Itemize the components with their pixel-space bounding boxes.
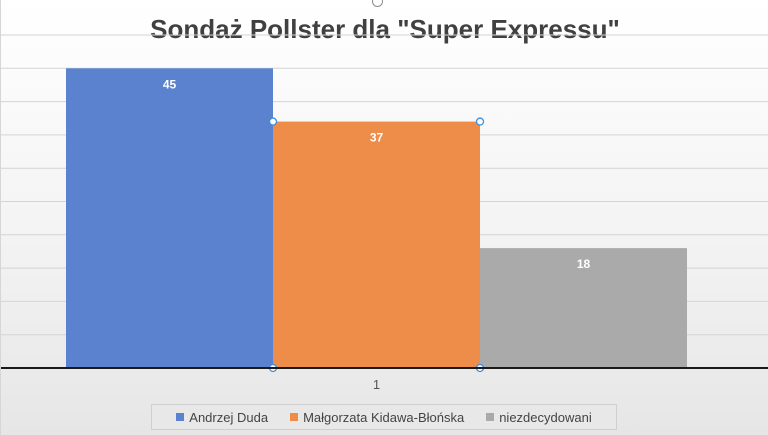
legend-label: Małgorzata Kidawa-Błońska (303, 409, 465, 425)
bar-niezdecydowani[interactable] (480, 248, 687, 368)
selection-handle[interactable] (268, 117, 278, 126)
rotate-handle[interactable] (372, 0, 383, 7)
legend-item-andrzej-duda[interactable]: Andrzej Duda (176, 410, 268, 425)
legend[interactable]: Andrzej Duda Małgorzata Kidawa-Błońska n… (151, 404, 617, 430)
selection-handle[interactable] (475, 117, 485, 126)
legend-swatch (290, 413, 299, 421)
data-label: 37 (370, 131, 384, 145)
bar-andrzej-duda[interactable] (66, 68, 273, 369)
legend-label: niezdecydowani (499, 409, 592, 425)
chart-title: Sondaż Pollster dla "Super Expressu" (150, 14, 620, 44)
legend-swatch (176, 413, 185, 421)
legend-swatch (486, 413, 495, 421)
legend-label: Andrzej Duda (189, 409, 269, 425)
x-tick-label: 1 (373, 377, 380, 392)
data-label: 18 (577, 257, 591, 271)
legend-item-malgorzata-kidawa-blonska[interactable]: Małgorzata Kidawa-Błońska (290, 410, 464, 425)
legend-item-niezdecydowani[interactable]: niezdecydowani (486, 410, 592, 425)
bar-ma-gorzata-kidawa-b-o-ska[interactable] (273, 121, 480, 368)
data-label: 45 (163, 77, 177, 91)
